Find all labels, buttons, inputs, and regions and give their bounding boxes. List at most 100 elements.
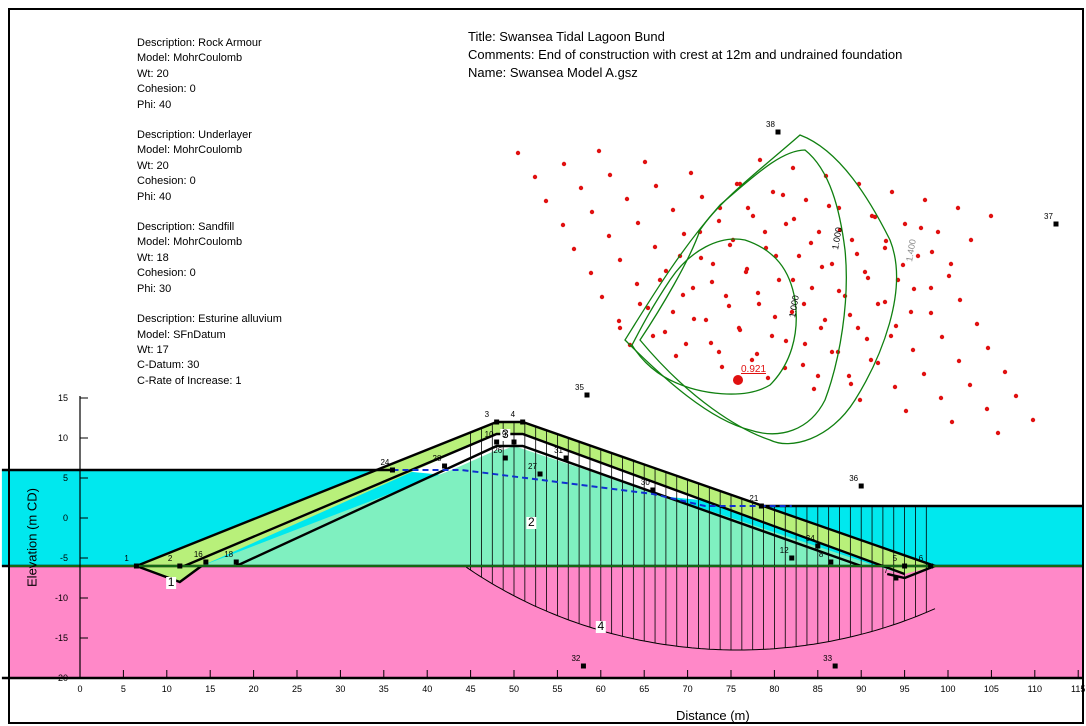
slip-centre-dot <box>935 229 941 235</box>
x-tick-label: 15 <box>205 684 215 694</box>
material-line: C-Rate of Increase: 1 <box>137 374 242 387</box>
slip-centre-dot <box>849 237 855 243</box>
slip-centre-dot <box>699 194 705 200</box>
fos-contour <box>631 238 797 395</box>
slip-centre-dot <box>875 360 881 366</box>
slip-centre-dot <box>929 249 935 255</box>
y-tick-label: -10 <box>55 593 68 603</box>
slip-centre-dot <box>617 325 623 331</box>
slip-centre-dot <box>818 325 824 331</box>
point-label: 1 <box>124 554 129 563</box>
x-tick-label: 105 <box>984 684 999 694</box>
slip-centre-dot <box>928 310 934 316</box>
point-label: 6 <box>919 554 924 563</box>
slip-slices <box>466 422 936 651</box>
point-label: 37 <box>1044 212 1053 221</box>
slip-centre-dot <box>968 237 974 243</box>
slip-centre-dot <box>974 321 980 327</box>
slip-centre-dot <box>815 373 821 379</box>
material-list: Description: Rock Armour Model: MohrCoul… <box>137 36 282 404</box>
slip-centre-dot <box>723 293 729 299</box>
sandfill-inner <box>236 450 862 566</box>
region-label-bg <box>500 429 511 441</box>
region-boundary <box>135 420 939 580</box>
slip-centre-dot <box>624 196 630 202</box>
material-line: Description: Esturine alluvium <box>137 313 282 326</box>
slip-centre-dot <box>757 157 763 163</box>
y-tick-label: -15 <box>55 633 68 643</box>
slip-centre-dot <box>776 277 782 283</box>
slip-centre-dot <box>836 288 842 294</box>
material-line: Cohesion: 0 <box>137 175 196 188</box>
slip-centre-dot <box>862 269 868 275</box>
slip-centre-dot <box>670 207 676 213</box>
slip-centre-dot <box>882 299 888 305</box>
point-label: 21 <box>749 494 758 503</box>
point-label: 30 <box>641 478 650 487</box>
x-tick-label: 110 <box>1028 684 1042 694</box>
model-header: Title: Swansea Tidal Lagoon Bund Comment… <box>468 28 902 82</box>
x-tick-label: 115 <box>1071 684 1085 694</box>
slip-centre-dot <box>918 225 924 231</box>
material-line: Phi: 40 <box>137 98 172 111</box>
slip-centre-dot <box>811 386 817 392</box>
x-tick-label: 60 <box>596 684 606 694</box>
material-line: Wt: 17 <box>137 343 169 356</box>
slip-centre-dot <box>783 221 789 227</box>
chart-axes: 0 5 10 15 20 25 30 35 40 45 50 55 60 65 70 75 80 85 90 95 10… <box>55 393 1085 694</box>
point-label: 16 <box>194 550 203 559</box>
slip-centre-dot <box>1002 369 1008 375</box>
point-label: 3 <box>485 410 490 419</box>
slip-centre-dot <box>957 297 963 303</box>
slip-centre-dot <box>670 309 676 315</box>
material-line: Cohesion: 0 <box>137 83 196 96</box>
point-label: 35 <box>575 383 584 392</box>
material-line: Description: Sandfill <box>137 221 235 234</box>
slip-centre-dot <box>680 292 686 298</box>
soil-regions <box>1 422 1084 678</box>
region-label: 4 <box>597 619 604 633</box>
slip-centre-dot <box>902 221 908 227</box>
slip-centre-dot <box>690 285 696 291</box>
geometry-point <box>494 419 500 425</box>
slip-centre-dot <box>769 333 775 339</box>
slip-centre-dot <box>829 261 835 267</box>
slip-centre-dot <box>560 222 566 228</box>
slip-centre-dot <box>915 253 921 259</box>
region-label: 3 <box>502 427 509 441</box>
material-esturine-alluvium: Description: Esturine alluvium Model: SF… <box>137 312 282 389</box>
slip-centre-dot <box>617 257 623 263</box>
geometry-point <box>177 563 183 569</box>
slip-centre-dot <box>790 165 796 171</box>
slip-centre-dot <box>596 148 602 154</box>
geometry-point <box>902 563 908 569</box>
slip-centre-dot <box>801 301 807 307</box>
slip-centre-dot <box>883 238 889 244</box>
slip-centre-dot <box>571 246 577 252</box>
x-tick-label: 10 <box>162 684 172 694</box>
slip-centre-dot <box>865 275 871 281</box>
slip-centre-dot <box>743 269 749 275</box>
geometry-point <box>858 483 864 489</box>
material-line: Model: SFnDatum <box>137 328 226 341</box>
point-label: 32 <box>571 654 580 663</box>
point-label: 8 <box>819 550 824 559</box>
slip-centre-dot <box>703 317 709 323</box>
geometry-point <box>442 463 448 469</box>
geometry-point <box>389 467 395 473</box>
slip-centre-dot <box>750 213 756 219</box>
contour-label: 1.400 <box>904 238 918 262</box>
slip-centre-dot <box>791 216 797 222</box>
x-tick-label: 20 <box>249 684 259 694</box>
slip-centre-dot <box>946 273 952 279</box>
slip-centre-dot <box>854 251 860 257</box>
x-tick-label: 5 <box>121 684 126 694</box>
slip-centre-dot <box>848 381 854 387</box>
y-tick-label: -5 <box>60 553 68 563</box>
slip-centre-dot <box>749 357 755 363</box>
slip-centre-dot <box>985 345 991 351</box>
y-tick-label: 10 <box>58 433 68 443</box>
point-label: 2 <box>168 554 173 563</box>
y-tick-label: 5 <box>63 473 68 483</box>
